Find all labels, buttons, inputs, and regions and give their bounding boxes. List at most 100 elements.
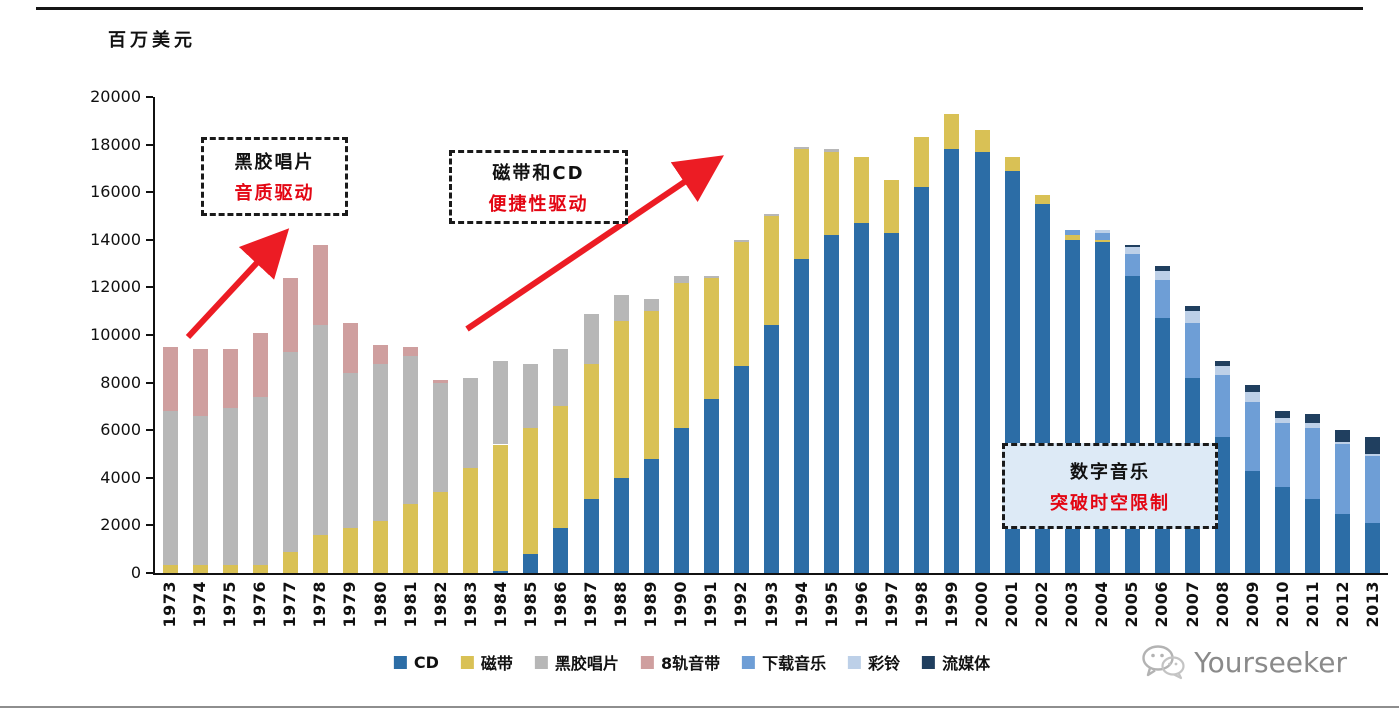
bar-segment-1996-CD [854, 223, 870, 573]
legend-item-流媒体: 流媒体 [922, 650, 990, 674]
x-tick-label: 2012 [1332, 581, 1352, 628]
bar-segment-2009-下载音乐 [1245, 401, 1261, 471]
callout-vinyl-title: 黑胶唱片 [234, 152, 315, 173]
x-tick-label: 2009 [1242, 581, 1262, 628]
bar-segment-2011-流媒体 [1305, 413, 1321, 424]
callout-vinyl-subtitle: 音质驱动 [234, 183, 315, 204]
legend-label: 下载音乐 [762, 654, 827, 673]
bar-segment-1985-磁带 [523, 427, 539, 554]
x-tick-label: 1990 [671, 581, 691, 628]
bar-segment-1994-CD [794, 258, 810, 573]
x-tick-label: 1996 [851, 581, 871, 628]
bar-segment-1978-磁带 [312, 534, 328, 573]
bar-segment-1980-磁带 [373, 520, 389, 573]
bar-segment-1976-黑胶唱片 [252, 396, 268, 565]
bar-segment-1977-黑胶唱片 [282, 351, 298, 552]
bar-segment-1989-磁带 [643, 311, 659, 459]
bar-segment-1981-黑胶唱片 [403, 356, 419, 504]
bar-segment-2005-下载音乐 [1124, 254, 1140, 276]
bar-segment-1990-磁带 [673, 282, 689, 428]
x-tick-label: 1977 [280, 581, 300, 628]
bar-segment-1987-CD [583, 499, 599, 573]
bar-segment-1998-CD [914, 187, 930, 573]
bar-segment-1979-磁带 [342, 527, 358, 573]
bar-segment-1973-磁带 [162, 564, 178, 573]
legend-label: 流媒体 [942, 654, 991, 673]
bar-segment-2004-下载音乐 [1094, 232, 1110, 240]
bar-segment-1995-黑胶唱片 [824, 149, 840, 152]
bar-segment-1997-磁带 [884, 180, 900, 233]
y-axis-tick [146, 143, 153, 146]
bar-segment-1983-磁带 [463, 468, 479, 573]
legend-swatch [742, 655, 756, 669]
y-axis-tick [146, 381, 153, 384]
callout-digital-title: 数字音乐 [1070, 461, 1150, 483]
x-tick-label: 1981 [400, 581, 420, 628]
bar-segment-2006-下载音乐 [1154, 280, 1170, 319]
bar-segment-2013-下载音乐 [1365, 456, 1381, 524]
x-tick-label: 2001 [1002, 581, 1022, 628]
bar-segment-1973-黑胶唱片 [162, 411, 178, 565]
legend-label: 彩铃 [868, 654, 901, 673]
y-axis-tick [146, 429, 153, 432]
x-tick-label: 2006 [1152, 581, 1172, 628]
bar-segment-1982-磁带 [433, 492, 449, 573]
bar-segment-2000-磁带 [974, 130, 990, 152]
callout-digital-subtitle: 突破时空限制 [1050, 492, 1170, 514]
bar-segment-1996-磁带 [854, 156, 870, 224]
y-axis-tick [146, 96, 153, 98]
bar-segment-1976-8轨音带 [252, 332, 268, 397]
bar-segment-1989-黑胶唱片 [643, 299, 659, 312]
bar-segment-1983-黑胶唱片 [463, 377, 479, 469]
bar-segment-2003-磁带 [1064, 235, 1080, 240]
bar-segment-1988-磁带 [613, 320, 629, 478]
bar-segment-2011-CD [1305, 499, 1321, 573]
y-axis-tick [146, 334, 153, 336]
bar-segment-1995-CD [824, 235, 840, 573]
bar-segment-1992-磁带 [733, 242, 749, 366]
bar-segment-2000-CD [974, 151, 990, 573]
bar-segment-1988-黑胶唱片 [613, 294, 629, 321]
legend-label: 磁带 [480, 654, 513, 673]
bar-segment-1985-CD [523, 553, 539, 573]
bar-segment-2007-流媒体 [1185, 306, 1201, 312]
bar-segment-2002-磁带 [1034, 194, 1050, 205]
legend-label: CD [413, 652, 439, 672]
y-tick-label: 10000 [90, 325, 141, 344]
bar-segment-1986-黑胶唱片 [553, 349, 569, 407]
x-tick-label: 1982 [430, 581, 450, 628]
bar-segment-2008-CD [1215, 437, 1231, 573]
x-tick-label: 1976 [250, 581, 270, 628]
bar-segment-1977-8轨音带 [282, 277, 298, 352]
y-axis-tick [146, 191, 153, 194]
bar-segment-1987-黑胶唱片 [583, 313, 599, 364]
bar-segment-1998-磁带 [914, 137, 930, 188]
bar-segment-1980-8轨音带 [373, 344, 389, 364]
x-tick-label: 2002 [1032, 581, 1052, 628]
bar-segment-2009-流媒体 [1245, 385, 1261, 393]
bar-segment-1979-8轨音带 [342, 323, 358, 374]
x-tick-label: 1973 [160, 581, 180, 628]
legend-item-磁带: 磁带 [460, 650, 513, 674]
bar-segment-2006-流媒体 [1154, 266, 1170, 271]
bar-segment-2009-彩铃 [1245, 392, 1261, 402]
y-axis-tick [146, 238, 153, 241]
bar-segment-2012-CD [1335, 513, 1351, 573]
bar-segment-1976-磁带 [252, 564, 268, 573]
y-tick-label: 12000 [90, 277, 141, 297]
x-tick-label: 1995 [821, 581, 841, 628]
bar-segment-1978-8轨音带 [312, 244, 328, 326]
callout-cassette-cd: 磁带和CD 便捷性驱动 [449, 150, 628, 224]
bar-segment-1979-黑胶唱片 [342, 373, 358, 528]
x-tick-label: 1992 [731, 581, 751, 628]
x-tick-label: 2011 [1302, 581, 1322, 628]
watermark: Yourseeker [1141, 644, 1347, 680]
bar-segment-1988-CD [613, 477, 629, 573]
bar-segment-1974-黑胶唱片 [192, 415, 208, 565]
bar-segment-2010-彩铃 [1275, 418, 1291, 424]
x-tick-label: 1978 [310, 581, 330, 628]
legend-label: 黑胶唱片 [554, 654, 619, 673]
y-tick-label: 20000 [90, 87, 141, 106]
x-tick-label: 1989 [641, 581, 661, 628]
bar-segment-1973-8轨音带 [162, 346, 178, 412]
